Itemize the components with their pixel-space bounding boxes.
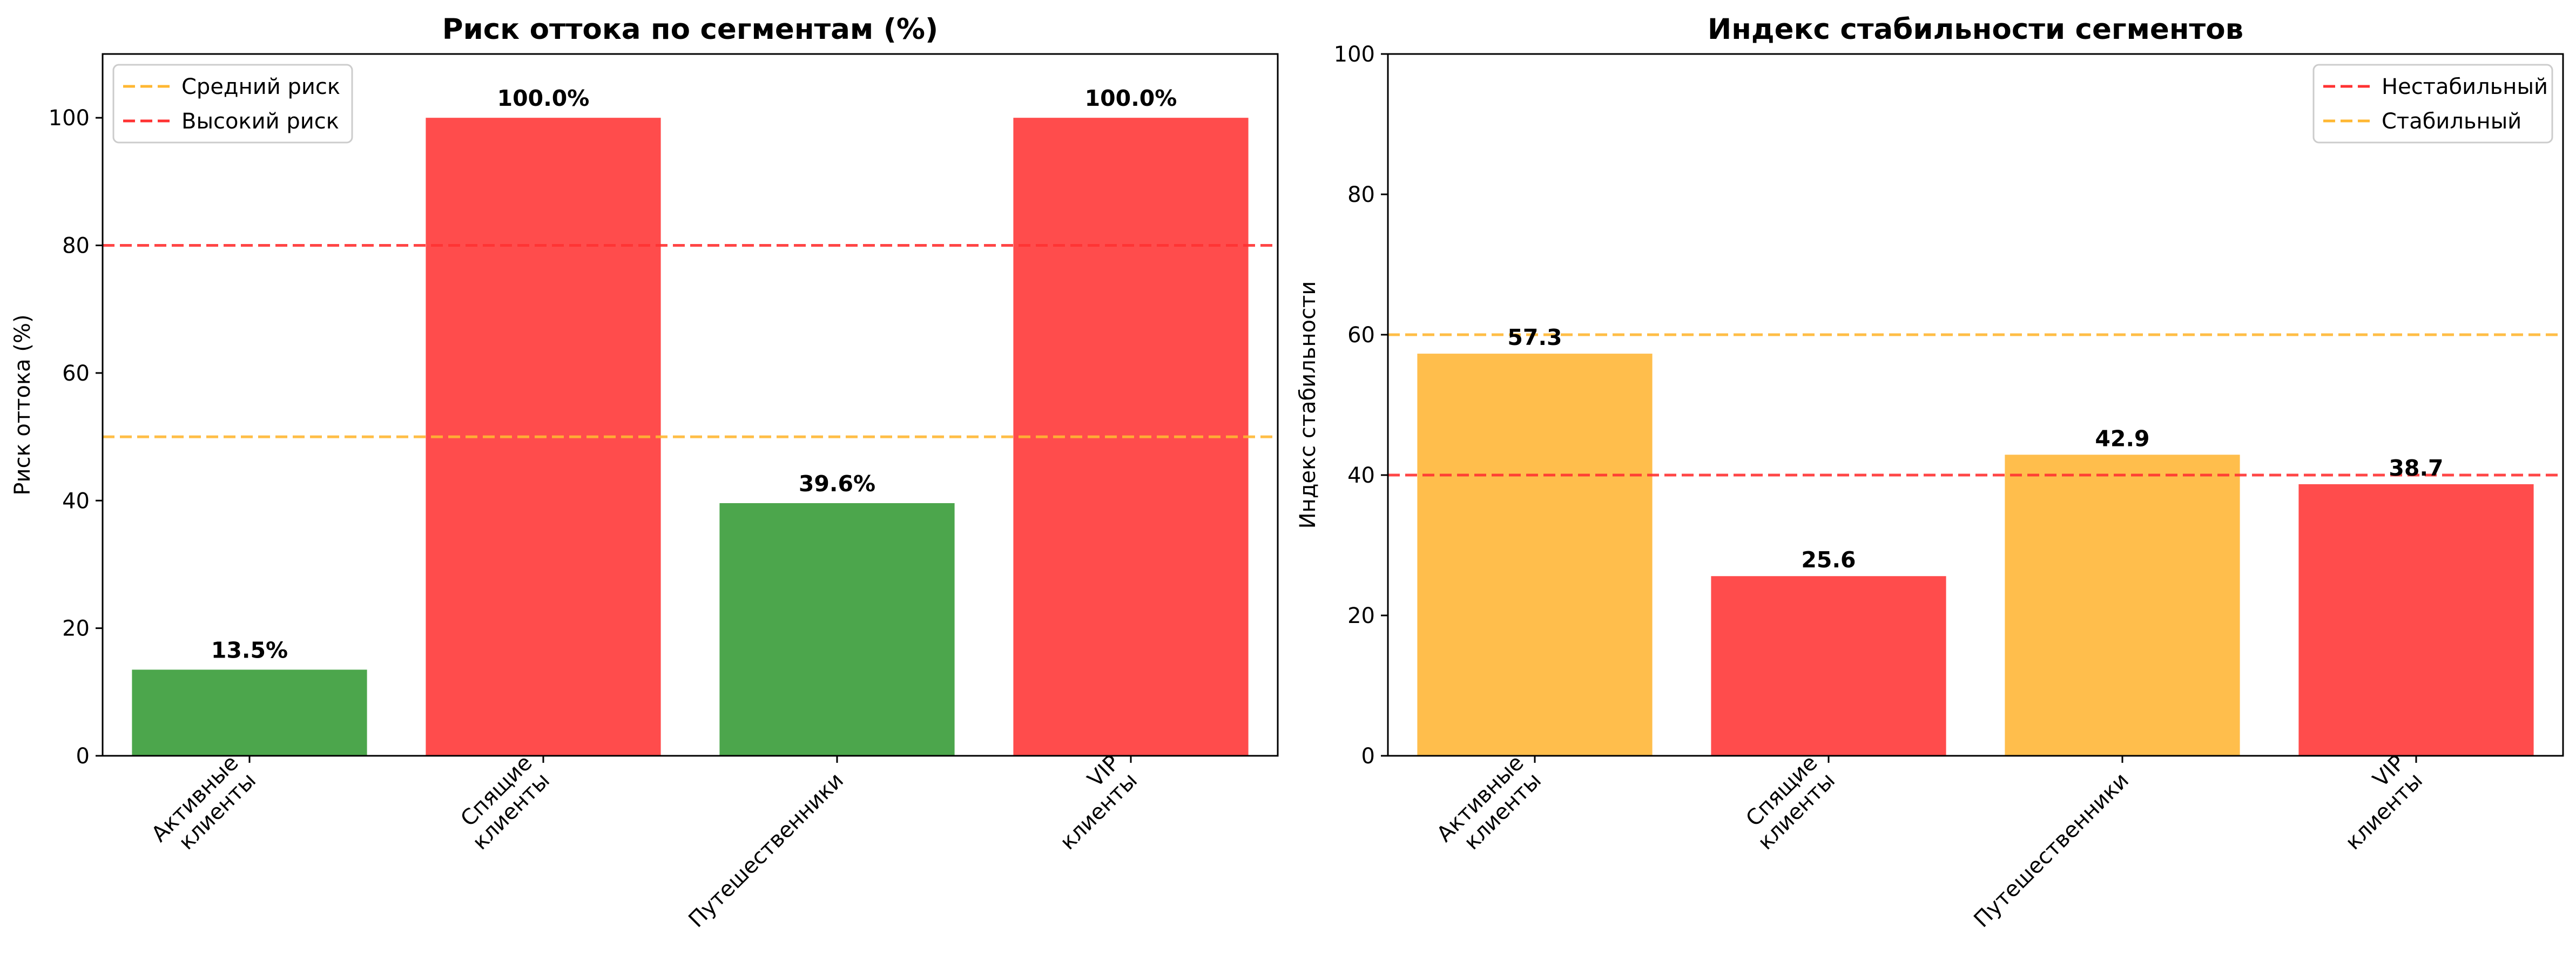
legend-label: Высокий риск <box>181 109 339 134</box>
bar-stability-0 <box>1417 354 1653 756</box>
y-tick-label: 20 <box>62 617 90 641</box>
value-label-3: 38.7 <box>2389 455 2443 481</box>
value-label-1: 100.0% <box>497 85 590 111</box>
y-axis-label: Индекс стабильности <box>1296 281 1320 529</box>
y-tick-label: 80 <box>1347 182 1375 207</box>
y-tick-label: 60 <box>62 361 90 386</box>
legend-label: Средний риск <box>181 74 340 99</box>
y-tick-label: 60 <box>1347 323 1375 348</box>
value-label-3: 100.0% <box>1085 85 1177 111</box>
y-tick-label: 80 <box>62 234 90 259</box>
y-tick-label: 0 <box>1361 744 1375 769</box>
bar-stability-2 <box>2005 455 2240 756</box>
y-tick-label: 0 <box>76 744 90 769</box>
legend-box <box>2312 64 2553 144</box>
bar-stability-1 <box>1711 576 1946 756</box>
plot-frame <box>1387 53 2564 757</box>
bar-churn-2 <box>719 503 955 756</box>
y-axis-label: Риск оттока (%) <box>10 314 35 495</box>
legend: Средний риск Высокий риск <box>112 64 353 144</box>
chart-title: Индекс стабильности сегментов <box>1708 13 2243 46</box>
plot-frame <box>102 53 1279 757</box>
value-label-2: 42.9 <box>2095 425 2149 451</box>
legend-label: Нестабильный <box>2382 74 2548 99</box>
value-label-2: 39.6% <box>799 471 875 497</box>
y-tick-label: 100 <box>1334 42 1375 67</box>
y-tick-label: 100 <box>49 106 90 131</box>
y-tick-label: 40 <box>62 489 90 513</box>
legend-box <box>112 64 353 144</box>
value-label-0: 13.5% <box>211 637 288 663</box>
y-tick-label: 20 <box>1347 604 1375 628</box>
chart-title: Риск оттока по сегментам (%) <box>442 13 939 46</box>
legend: Нестабильный Стабильный <box>2312 64 2553 144</box>
y-tick-label: 40 <box>1347 463 1375 488</box>
value-label-1: 25.6 <box>1801 547 1856 573</box>
chart-churn-risk: Риск оттока по сегментам (%) 13.5% 100.0% 3… <box>10 13 1279 932</box>
value-label-0: 57.3 <box>1507 324 1562 350</box>
bar-stability-3 <box>2298 484 2534 756</box>
bar-churn-0 <box>132 669 367 756</box>
legend-label: Стабильный <box>2382 109 2521 134</box>
